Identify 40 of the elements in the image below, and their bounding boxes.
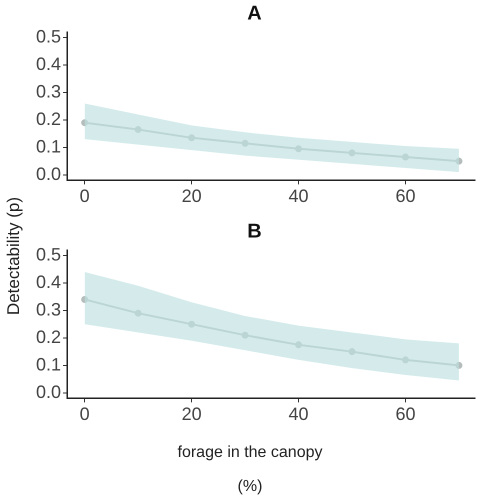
y-tick-label: 0.3 xyxy=(36,81,62,102)
x-tick-label: 0 xyxy=(80,404,90,424)
y-tick-label: 0.1 xyxy=(36,136,62,156)
y-tick-label: 0.4 xyxy=(36,54,62,74)
x-tick-label: 20 xyxy=(182,404,202,424)
point xyxy=(295,341,302,348)
y-tick-label: 0.5 xyxy=(36,244,62,264)
point xyxy=(348,149,356,156)
point xyxy=(348,348,356,356)
point xyxy=(188,320,196,328)
point xyxy=(402,356,409,364)
point xyxy=(188,134,196,142)
x-tick-label: 40 xyxy=(288,404,309,424)
y-axis-title: Detectability (p) xyxy=(4,196,24,318)
chart-title: B xyxy=(247,220,262,243)
point xyxy=(134,126,142,134)
y-tick-label: 0.4 xyxy=(36,272,62,292)
y-tick-label: 0.3 xyxy=(36,299,62,320)
y-tick-label: 0.2 xyxy=(36,326,62,347)
x-tick-label: 40 xyxy=(288,186,309,206)
point xyxy=(402,154,409,161)
chart-title: A xyxy=(247,2,262,25)
point xyxy=(455,362,462,369)
y-tick-label: 0.0 xyxy=(36,164,62,184)
point xyxy=(242,332,249,339)
y-tick-label: 0.2 xyxy=(36,108,62,129)
x-axis-title: forage in the canopy (%) xyxy=(176,443,324,497)
y-tick-label: 0.5 xyxy=(36,26,62,46)
x-tick-label: 60 xyxy=(395,186,416,206)
y-tick-label: 0.1 xyxy=(36,354,62,374)
point xyxy=(81,119,88,126)
y-tick-label: 0.0 xyxy=(36,382,62,402)
point xyxy=(455,158,462,165)
x-tick-label: 60 xyxy=(395,404,416,424)
point xyxy=(295,145,302,152)
point xyxy=(81,296,88,303)
x-tick-label: 0 xyxy=(80,186,90,206)
point xyxy=(134,310,142,317)
x-tick-label: 20 xyxy=(182,186,202,206)
point xyxy=(242,140,249,147)
